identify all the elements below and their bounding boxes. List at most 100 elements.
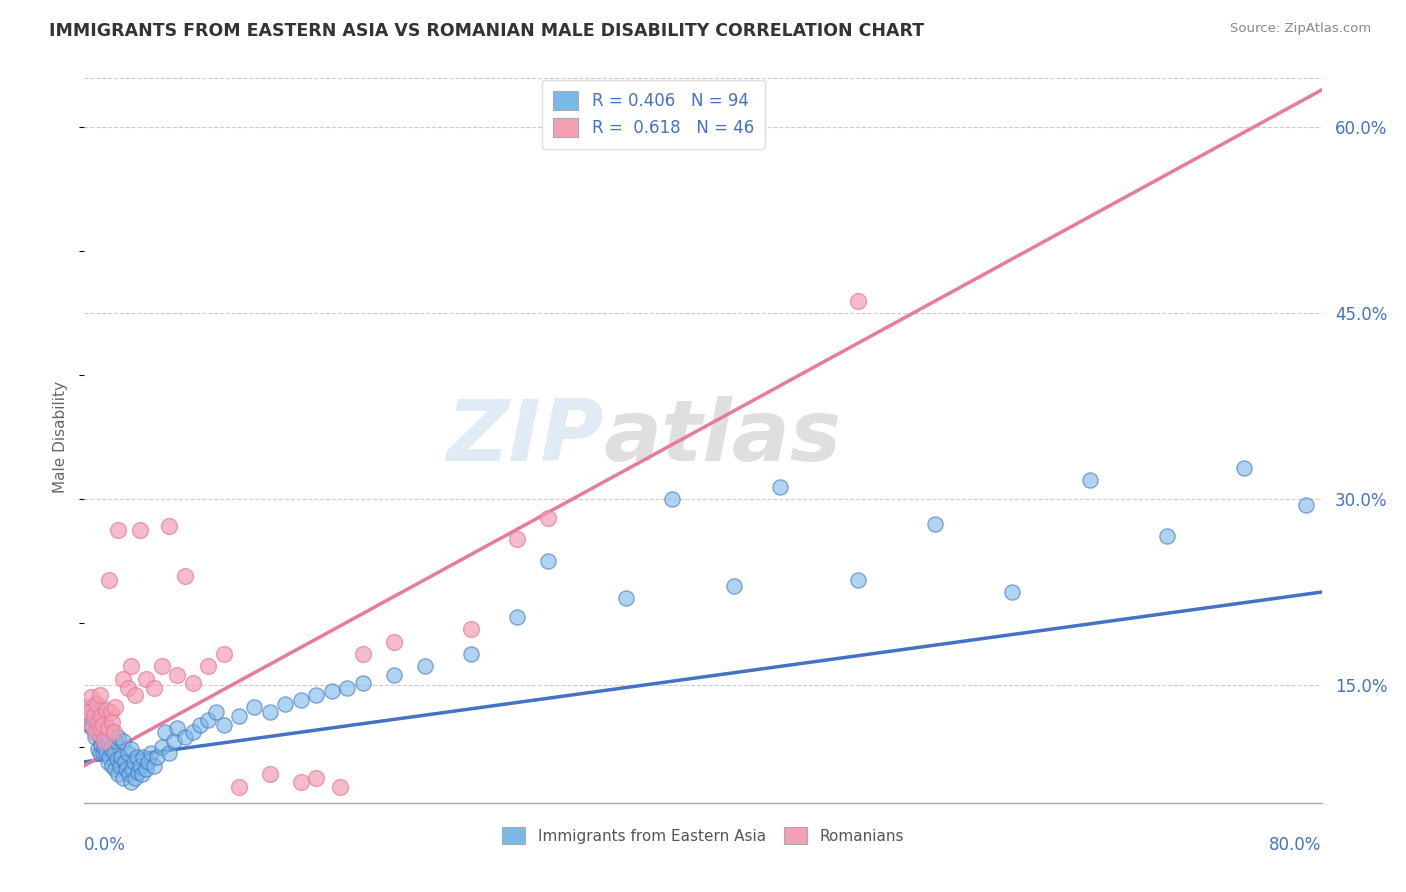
- Point: [460, 647, 482, 661]
- Point: [661, 491, 683, 506]
- Point: [188, 717, 211, 731]
- Point: [259, 706, 281, 720]
- Point: [90, 709, 112, 723]
- Point: [114, 755, 136, 769]
- Point: [382, 668, 405, 682]
- Point: [163, 734, 186, 748]
- Point: [1295, 498, 1317, 512]
- Point: [166, 668, 188, 682]
- Point: [290, 774, 312, 789]
- Point: [127, 764, 149, 779]
- Point: [118, 767, 141, 781]
- Point: [228, 709, 250, 723]
- Point: [112, 771, 135, 785]
- Text: 0.0%: 0.0%: [84, 836, 127, 854]
- Point: [91, 725, 114, 739]
- Point: [91, 717, 114, 731]
- Point: [305, 688, 328, 702]
- Point: [101, 758, 124, 772]
- Point: [105, 752, 128, 766]
- Point: [96, 734, 118, 748]
- Point: [159, 746, 180, 760]
- Point: [181, 725, 204, 739]
- Point: [305, 771, 328, 785]
- Y-axis label: Male Disability: Male Disability: [53, 381, 69, 493]
- Text: atlas: atlas: [605, 395, 842, 479]
- Point: [112, 734, 135, 748]
- Point: [87, 742, 110, 756]
- Point: [159, 519, 180, 533]
- Point: [506, 610, 529, 624]
- Point: [112, 672, 135, 686]
- Point: [131, 767, 153, 781]
- Point: [120, 774, 142, 789]
- Point: [181, 675, 204, 690]
- Point: [77, 706, 100, 720]
- Point: [197, 659, 219, 673]
- Point: [121, 762, 143, 776]
- Point: [205, 706, 228, 720]
- Point: [84, 697, 107, 711]
- Point: [135, 762, 157, 776]
- Point: [212, 717, 235, 731]
- Point: [139, 746, 162, 760]
- Text: Source: ZipAtlas.com: Source: ZipAtlas.com: [1230, 22, 1371, 36]
- Point: [132, 750, 155, 764]
- Point: [103, 746, 125, 760]
- Point: [87, 722, 110, 736]
- Point: [166, 722, 188, 736]
- Point: [98, 750, 121, 764]
- Point: [79, 690, 101, 705]
- Point: [83, 713, 105, 727]
- Point: [120, 742, 142, 756]
- Point: [115, 762, 138, 776]
- Point: [1156, 529, 1178, 543]
- Point: [94, 746, 117, 760]
- Point: [82, 722, 104, 736]
- Point: [104, 762, 127, 776]
- Text: IMMIGRANTS FROM EASTERN ASIA VS ROMANIAN MALE DISABILITY CORRELATION CHART: IMMIGRANTS FROM EASTERN ASIA VS ROMANIAN…: [49, 22, 924, 40]
- Point: [243, 700, 266, 714]
- Point: [846, 293, 869, 308]
- Point: [91, 746, 114, 760]
- Point: [94, 728, 117, 742]
- Point: [124, 771, 146, 785]
- Point: [120, 659, 142, 673]
- Point: [228, 780, 250, 794]
- Point: [1078, 474, 1101, 488]
- Point: [769, 480, 792, 494]
- Point: [1001, 585, 1024, 599]
- Point: [614, 591, 637, 606]
- Text: ZIP: ZIP: [446, 395, 605, 479]
- Point: [174, 569, 197, 583]
- Point: [100, 706, 122, 720]
- Point: [460, 622, 482, 636]
- Point: [382, 634, 405, 648]
- Point: [135, 672, 157, 686]
- Text: 80.0%: 80.0%: [1270, 836, 1322, 854]
- Point: [98, 573, 121, 587]
- Point: [153, 725, 176, 739]
- Point: [93, 722, 115, 736]
- Point: [117, 746, 139, 760]
- Point: [84, 725, 107, 739]
- Point: [143, 758, 166, 772]
- Point: [98, 730, 121, 744]
- Point: [104, 700, 127, 714]
- Point: [90, 717, 112, 731]
- Point: [143, 681, 166, 695]
- Point: [413, 659, 436, 673]
- Point: [86, 725, 108, 739]
- Point: [82, 717, 104, 731]
- Point: [89, 746, 111, 760]
- Point: [101, 725, 124, 739]
- Point: [93, 739, 115, 754]
- Point: [274, 697, 297, 711]
- Point: [90, 738, 112, 752]
- Point: [89, 688, 111, 702]
- Point: [129, 523, 152, 537]
- Point: [537, 554, 560, 568]
- Point: [336, 681, 359, 695]
- Point: [77, 717, 100, 731]
- Point: [537, 510, 560, 524]
